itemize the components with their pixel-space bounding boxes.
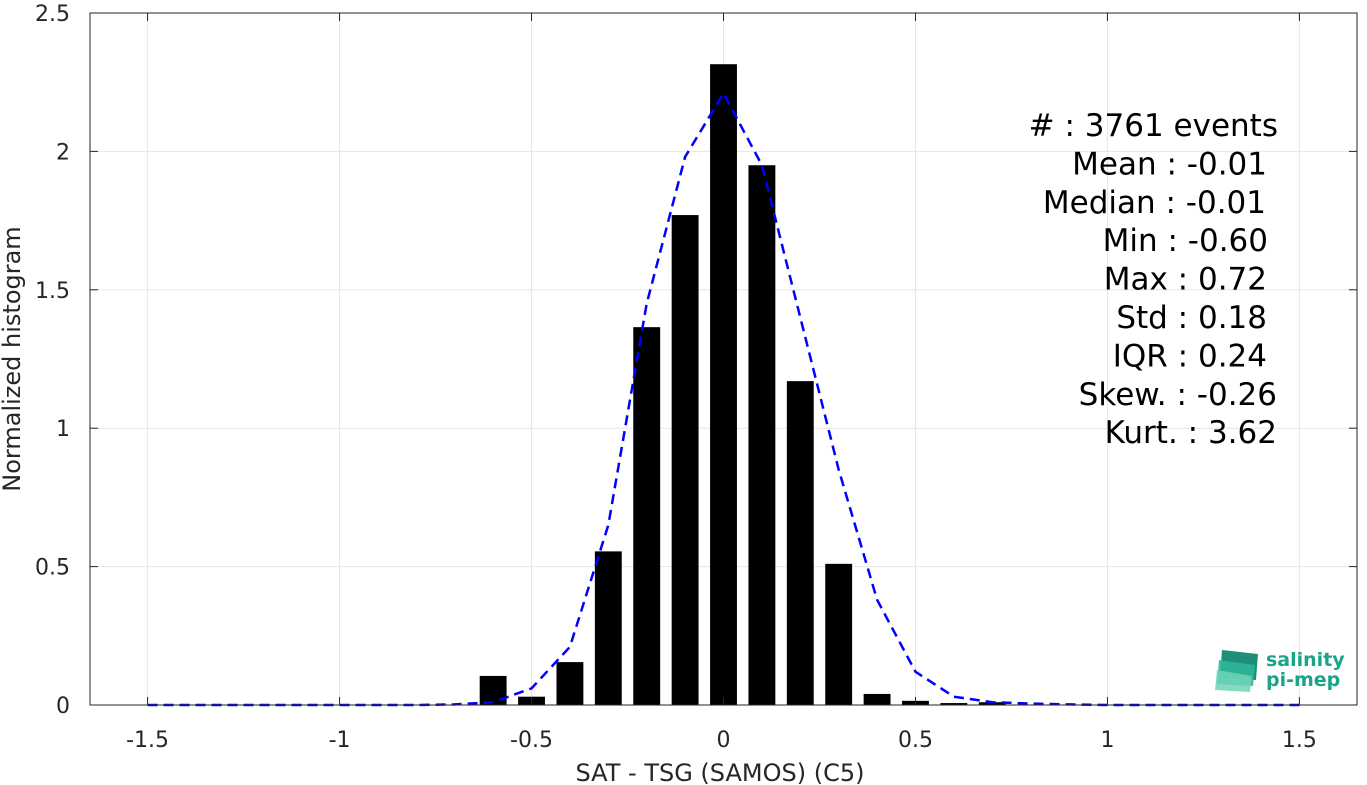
stat-line: Max : 0.72: [1104, 262, 1267, 298]
y-tick-label: 0.5: [35, 556, 70, 581]
x-tick-label: 0: [717, 728, 731, 753]
logo-line2: pi-mep: [1266, 669, 1340, 691]
histogram-bar: [863, 693, 891, 705]
y-tick-label: 0: [56, 694, 70, 719]
stat-line: # : 3761 events: [1029, 108, 1278, 144]
histogram-bar: [633, 327, 661, 705]
stat-line: Std : 0.18: [1116, 300, 1267, 336]
histogram-bar: [479, 675, 507, 705]
x-tick-label: -0.5: [510, 728, 553, 753]
histogram-bar: [940, 703, 968, 705]
y-tick-labels: 0 0.5 1 1.5 2 2.5: [35, 2, 70, 719]
x-tick-label: -1.5: [126, 728, 169, 753]
x-tick-label: 1: [1100, 728, 1114, 753]
stat-line: IQR : 0.24: [1113, 338, 1267, 374]
histogram-bar: [825, 563, 853, 705]
y-tick-label: 2: [56, 140, 70, 165]
histogram-bars: [479, 64, 1006, 706]
axes-frame: [89, 12, 1358, 706]
x-tick-labels: -1.5 -1 -0.5 0 0.5 1 1.5: [126, 728, 1317, 753]
x-tick-label: -1: [329, 728, 351, 753]
logo-wave-icon: [1215, 650, 1258, 692]
histogram-bar: [556, 662, 584, 705]
y-tick-label: 1.5: [35, 279, 70, 304]
histogram-bar: [786, 381, 814, 705]
x-axis-label: SAT - TSG (SAMOS) (C5): [576, 759, 865, 785]
histogram-bar: [671, 215, 699, 705]
y-axis-label: Normalized histogram: [0, 226, 26, 491]
histogram-bar: [594, 551, 622, 705]
stat-line: Skew. : -0.26: [1079, 377, 1277, 413]
histogram-bar: [978, 702, 1006, 705]
y-tick-label: 1: [56, 417, 70, 442]
x-tick-label: 0.5: [898, 728, 933, 753]
stat-line: Min : -0.60: [1103, 223, 1268, 259]
salinity-pi-mep-logo: salinity pi-mep: [1215, 649, 1345, 692]
logo-line1: salinity: [1266, 649, 1345, 671]
x-tick-label: 1.5: [1282, 728, 1317, 753]
histogram-bar: [710, 64, 737, 705]
stat-line: Kurt. : 3.62: [1105, 415, 1277, 451]
histogram-bar: [748, 165, 776, 706]
stat-line: Median : -0.01: [1043, 185, 1266, 221]
y-tick-label: 2.5: [35, 2, 70, 27]
stat-line: Mean : -0.01: [1072, 146, 1267, 182]
